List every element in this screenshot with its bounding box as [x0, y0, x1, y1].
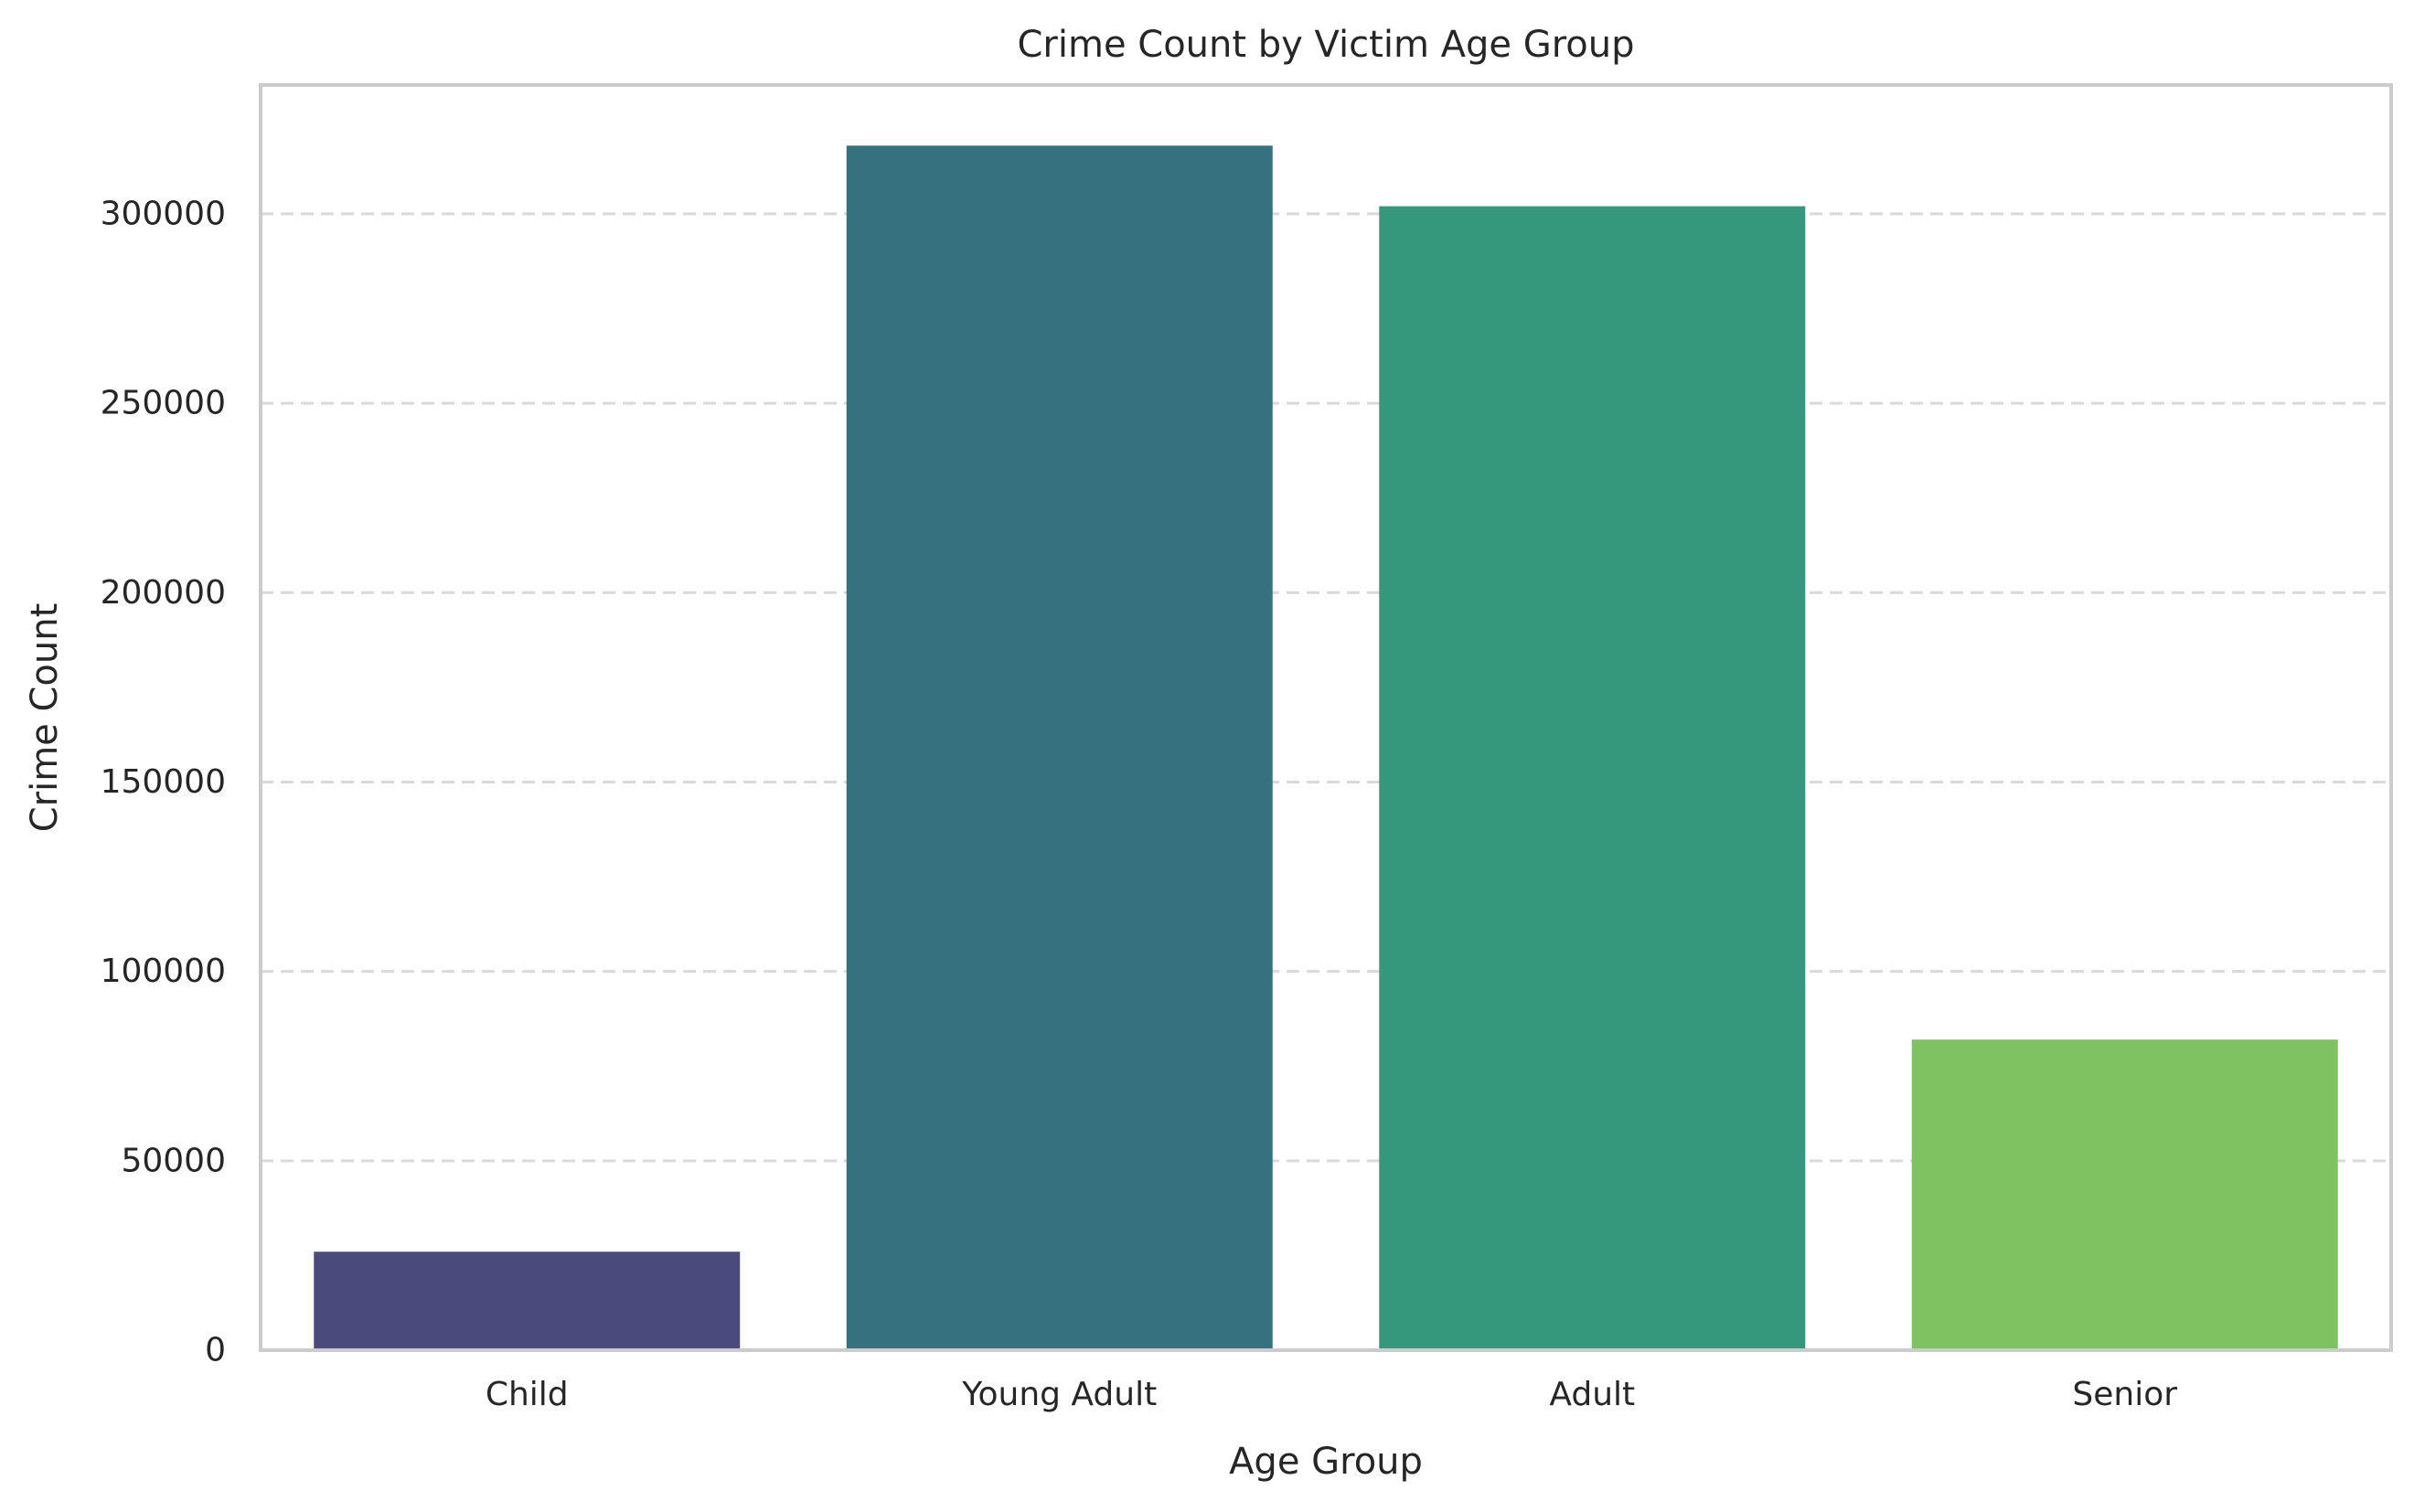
y-tick-label: 300000 [101, 195, 226, 232]
x-tick-label: Senior [2072, 1376, 2177, 1413]
x-axis-title: Age Group [1229, 1441, 1423, 1483]
y-axis-title: Crime Count [24, 603, 66, 833]
bar-young-adult [847, 145, 1273, 1350]
y-tick-label: 50000 [121, 1142, 226, 1179]
x-tick-label: Adult [1549, 1376, 1635, 1413]
x-tick-label: Young Adult [961, 1376, 1157, 1413]
y-tick-label: 250000 [101, 385, 226, 422]
bar-senior [1912, 1039, 2338, 1350]
y-tick-label: 0 [205, 1332, 226, 1369]
chart-title: Crime Count by Victim Age Group [1018, 24, 1635, 66]
y-tick-label: 200000 [101, 574, 226, 612]
y-tick-label: 100000 [101, 953, 226, 990]
bar-child [314, 1251, 740, 1350]
x-tick-label: Child [486, 1376, 569, 1413]
y-tick-label: 150000 [101, 763, 226, 801]
bar-adult [1379, 207, 1805, 1350]
